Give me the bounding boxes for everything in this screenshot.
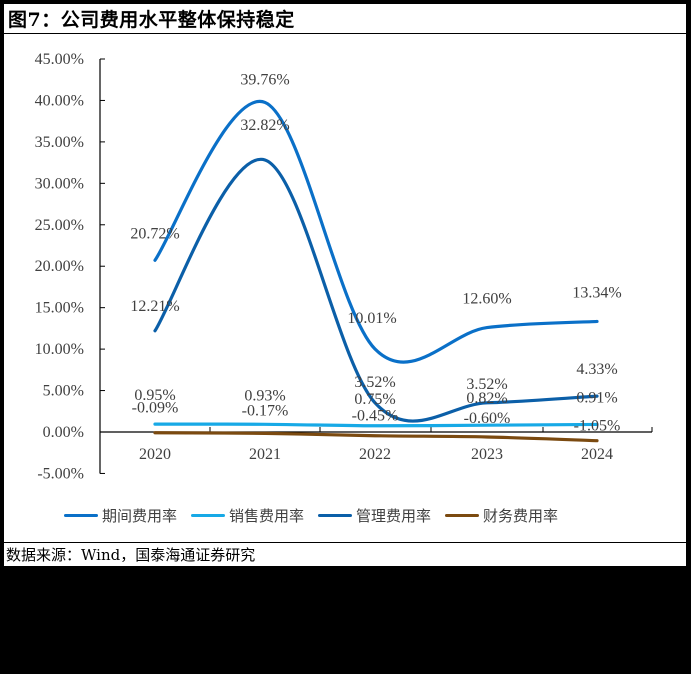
x-tick-label: 2024 (581, 446, 613, 463)
y-tick-label: 35.00% (35, 134, 84, 151)
y-tick-label: 25.00% (35, 217, 84, 234)
series-line (153, 431, 599, 443)
y-tick-label: 10.00% (35, 341, 84, 358)
data-label: -1.05% (574, 418, 621, 435)
legend-item-finance-expense: 财务费用率 (445, 505, 558, 526)
data-label: -0.17% (242, 402, 289, 419)
series-line (153, 157, 599, 423)
legend-item-sales-expense: 销售费用率 (191, 505, 304, 526)
x-tick-label: 2021 (249, 446, 281, 463)
x-tick-label: 2020 (139, 446, 171, 463)
legend-item-admin-expense: 管理费用率 (318, 505, 431, 526)
legend-swatch (318, 513, 353, 517)
chart-legend: 期间费用率 销售费用率 管理费用率 财务费用率 (64, 502, 558, 528)
data-label: 4.33% (576, 361, 617, 378)
y-tick-label: 40.00% (35, 92, 84, 109)
x-tick-label: 2022 (359, 446, 391, 463)
data-label: -0.45% (352, 408, 399, 425)
legend-swatch (445, 513, 480, 517)
legend-swatch (64, 513, 98, 517)
data-label: -0.09% (132, 400, 179, 417)
data-label: 3.52% (354, 374, 395, 391)
y-tick-label: -5.00% (37, 465, 84, 482)
legend-label: 财务费用率 (483, 506, 559, 525)
data-label: 0.75% (354, 391, 395, 408)
figure-title: 图7：公司费用水平整体保持稳定 (8, 9, 295, 31)
legend-item-period-expense: 期间费用率 (64, 505, 177, 526)
legend-label: 期间费用率 (102, 506, 178, 525)
data-label: 10.01% (347, 310, 396, 327)
data-label: 12.21% (130, 298, 179, 315)
data-label: 0.82% (466, 390, 507, 407)
data-label: 0.91% (576, 389, 617, 406)
data-label: 39.76% (240, 71, 289, 88)
legend-swatch (191, 513, 226, 517)
y-tick-label: 0.00% (43, 424, 84, 441)
axes: 45.00% 40.00% 35.00% 30.00% 25.00% 20.00% 15.0… (35, 51, 653, 482)
series-lines (153, 99, 599, 443)
y-tick-label: 45.00% (35, 51, 84, 68)
y-tick-label: 15.00% (35, 300, 84, 317)
data-label: 12.60% (462, 291, 511, 308)
title-divider (4, 33, 686, 34)
legend-label: 管理费用率 (356, 506, 432, 525)
y-tick-label: 5.00% (43, 383, 84, 400)
data-label: 3.52% (466, 376, 507, 393)
data-labels: 20.72% 39.76% 10.01% 12.60% 13.34% 0.95% 0.93%… (130, 71, 621, 434)
data-label: 0.95% (134, 387, 175, 404)
figure-panel: 图7：公司费用水平整体保持稳定 45.00% 40.00% 35.00% 30.00%… (4, 4, 686, 566)
data-label: 20.72% (130, 225, 179, 242)
data-label: 13.34% (572, 284, 621, 301)
y-tick-label: 20.00% (35, 258, 84, 275)
series-line (153, 422, 599, 428)
data-label: 32.82% (240, 117, 289, 134)
series-line (153, 99, 599, 364)
source-note: 数据来源：Wind，国泰海通证券研究 (6, 546, 256, 564)
x-tick-label: 2023 (471, 446, 503, 463)
data-label: -0.60% (464, 410, 511, 427)
line-chart: 45.00% 40.00% 35.00% 30.00% 25.00% 20.00% 15.0… (35, 51, 653, 482)
legend-label: 销售费用率 (229, 506, 305, 525)
data-label: 0.93% (244, 387, 285, 404)
source-divider (4, 542, 686, 543)
y-tick-label: 30.00% (35, 175, 84, 192)
